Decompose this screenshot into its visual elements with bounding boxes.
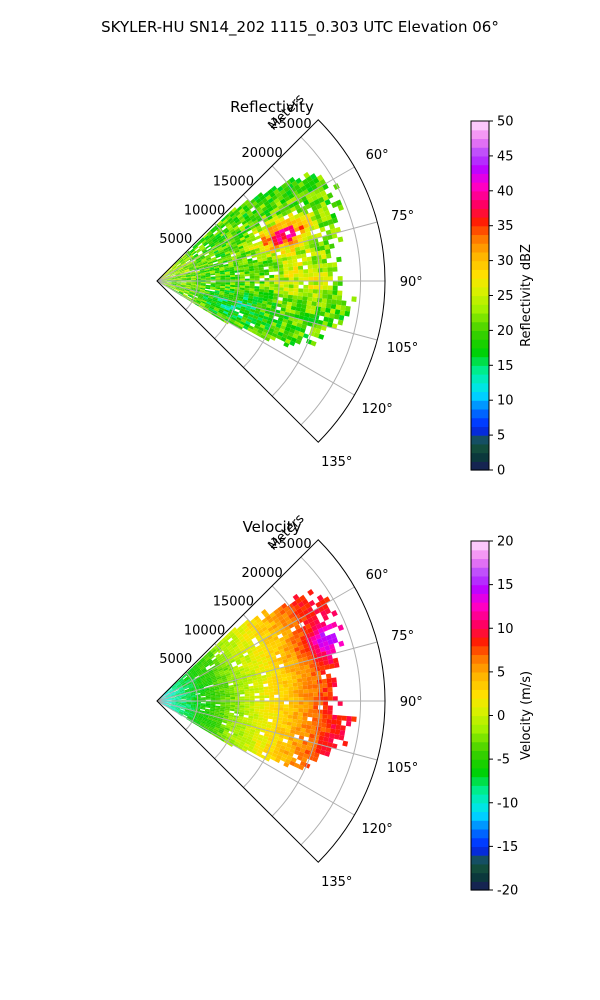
colorbar-tick-label: 15 [497, 359, 514, 374]
range-tick-label: 15000 [213, 175, 254, 190]
colorbar-tick-label: 20 [497, 324, 514, 339]
colorbar-tick-label: 50 [497, 115, 514, 130]
range-tick-label: 20000 [241, 566, 282, 581]
azimuth-tick-label: 60° [366, 568, 389, 583]
range-tick-label: 25000 [270, 117, 311, 132]
azimuth-tick-label: 60° [366, 148, 389, 163]
colorbar-tick-label: 25 [497, 289, 514, 304]
reflectivity-colorbar: 0 5 10 15 20 25 30 35 40 45 50 Reflectivity dBZ [470, 115, 534, 479]
polar-grid [156, 556, 385, 846]
radar-data-field [157, 171, 357, 348]
range-tick-label: 10000 [184, 623, 225, 638]
colorbar-tick-label: -10 [497, 796, 518, 811]
azimuth-tick-label: 105° [387, 341, 418, 356]
colorbar-tick-label: -5 [497, 753, 510, 768]
azimuth-tick-label: 105° [387, 761, 418, 776]
azimuth-tick-label: 120° [361, 822, 392, 837]
colorbar-tick-label: 20 [497, 535, 514, 550]
azimuth-tick-label: 120° [361, 402, 392, 417]
azimuth-tick-label: 135° [321, 455, 352, 470]
radar-data-field [157, 589, 357, 771]
range-tick-label: 15000 [213, 595, 254, 610]
range-tick-label: 5000 [159, 232, 192, 247]
colorbar-label: Reflectivity dBZ [519, 244, 534, 347]
colorbar-tick-label: 0 [497, 464, 505, 479]
velocity-colorbar: -20 -15 -10 -5 0 5 10 15 20 Velocity (m/s) [470, 535, 534, 899]
azimuth-tick-label: 75° [391, 209, 414, 224]
range-tick-label: 25000 [270, 537, 311, 552]
range-tick-label: 10000 [184, 203, 225, 218]
colorbar-label: Velocity (m/s) [519, 671, 534, 760]
azimuth-tick-label: 90° [400, 695, 423, 710]
azimuth-tick-label: 75° [391, 629, 414, 644]
figure-suptitle: SKYLER-HU SN14_202 1115_0.303 UTC Elevat… [101, 18, 499, 37]
colorbar-tick-label: 15 [497, 578, 514, 593]
azimuth-tick-label: 90° [400, 275, 423, 290]
reflectivity-ppi-plot: 500010000150002000025000Meters60°75°90°1… [156, 91, 423, 470]
colorbar-tick-label: 35 [497, 219, 514, 234]
colorbar-tick-label: -15 [497, 840, 518, 855]
colorbar-tick-label: 10 [497, 394, 514, 409]
colorbar-tick-label: 5 [497, 665, 505, 680]
range-tick-label: 20000 [241, 146, 282, 161]
velocity-ppi-plot: 500010000150002000025000Meters60°75°90°1… [156, 511, 423, 890]
reflectivity-title: Reflectivity [230, 98, 314, 116]
colorbar-tick-label: 30 [497, 254, 514, 269]
colorbar-tick-label: -20 [497, 884, 518, 899]
colorbar-tick-label: 10 [497, 622, 514, 637]
colorbar-tick-label: 5 [497, 429, 505, 444]
range-tick-label: 5000 [159, 652, 192, 667]
colorbar-tick-label: 40 [497, 184, 514, 199]
polar-frame [156, 119, 386, 443]
colorbar-tick-label: 45 [497, 149, 514, 164]
velocity-panel: Velocity 500010000150002000025000Meters6… [156, 511, 534, 899]
polar-frame [156, 539, 386, 863]
polar-grid [156, 136, 385, 426]
colorbar-tick-label: 0 [497, 709, 505, 724]
velocity-title: Velocity [243, 518, 302, 536]
reflectivity-panel: Reflectivity 500010000150002000025000Met… [156, 91, 534, 479]
azimuth-tick-label: 135° [321, 875, 352, 890]
